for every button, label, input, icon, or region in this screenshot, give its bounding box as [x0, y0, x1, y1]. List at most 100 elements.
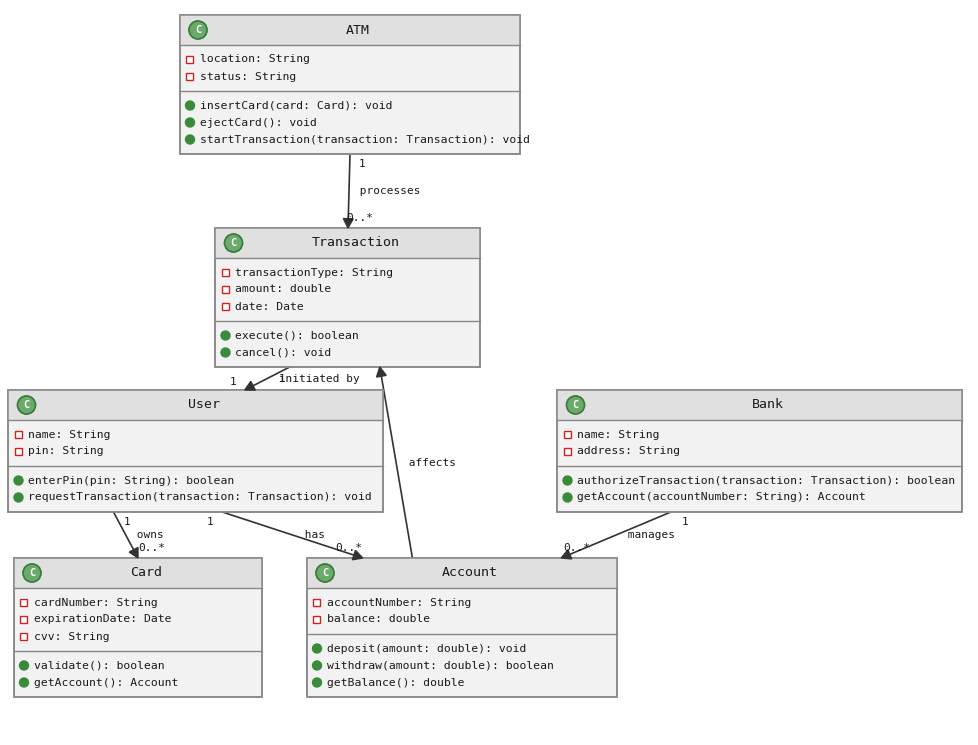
Bar	[15, 448, 22, 455]
Text: address: String: address: String	[577, 446, 680, 457]
Bar	[313, 599, 320, 606]
Circle shape	[189, 21, 206, 39]
Text: date: Date: date: Date	[236, 302, 304, 311]
Bar	[307, 558, 616, 697]
Text: insertCard(card: Card): void: insertCard(card: Card): void	[200, 101, 392, 110]
Bar	[15, 431, 22, 438]
Text: balance: double: balance: double	[327, 615, 429, 624]
Text: C: C	[195, 25, 200, 35]
Text: has: has	[297, 530, 324, 540]
Bar	[187, 73, 194, 80]
Text: 0..*: 0..*	[138, 543, 165, 553]
Text: 1: 1	[229, 377, 236, 387]
Circle shape	[312, 661, 321, 670]
Text: Transaction: Transaction	[312, 236, 400, 250]
Text: Bank: Bank	[751, 399, 783, 411]
Circle shape	[185, 101, 195, 110]
Bar	[180, 15, 519, 154]
Text: affects: affects	[402, 457, 456, 468]
Text: accountNumber: String: accountNumber: String	[327, 597, 470, 607]
Bar	[21, 633, 27, 640]
Text: requestTransaction(transaction: Transaction): void: requestTransaction(transaction: Transact…	[28, 492, 372, 502]
Text: ejectCard(): void: ejectCard(): void	[200, 118, 317, 127]
Bar	[215, 228, 480, 367]
Circle shape	[224, 234, 243, 252]
Bar	[222, 303, 229, 310]
Text: cancel(): void: cancel(): void	[236, 347, 332, 358]
Bar	[215, 228, 480, 367]
Text: startTransaction(transaction: Transaction): void: startTransaction(transaction: Transactio…	[200, 135, 529, 145]
Text: manages: manages	[620, 530, 675, 540]
Text: initiated by: initiated by	[272, 373, 360, 384]
Text: location: String: location: String	[200, 54, 310, 65]
Text: name: String: name: String	[577, 430, 659, 440]
Bar	[180, 15, 519, 154]
Bar	[563, 431, 570, 438]
Circle shape	[20, 678, 28, 687]
Bar	[180, 15, 519, 45]
Text: C: C	[23, 400, 29, 410]
Circle shape	[185, 135, 195, 144]
Text: 1: 1	[206, 517, 213, 527]
Bar	[215, 228, 480, 258]
Polygon shape	[352, 551, 363, 559]
Text: getAccount(accountNumber: String): Account: getAccount(accountNumber: String): Accou…	[577, 492, 866, 502]
Polygon shape	[244, 381, 255, 390]
Bar	[187, 56, 194, 63]
Text: User: User	[188, 399, 220, 411]
Text: validate(): boolean: validate(): boolean	[34, 661, 164, 671]
Text: getBalance(): double: getBalance(): double	[327, 677, 464, 688]
Text: 0..*: 0..*	[346, 213, 374, 223]
Circle shape	[312, 644, 321, 653]
Circle shape	[22, 564, 41, 582]
Bar	[556, 390, 961, 420]
Text: cvv: String: cvv: String	[34, 632, 110, 641]
Text: enterPin(pin: String): boolean: enterPin(pin: String): boolean	[28, 475, 235, 486]
Polygon shape	[560, 550, 571, 559]
Text: pin: String: pin: String	[28, 446, 104, 457]
Circle shape	[221, 331, 230, 340]
Circle shape	[566, 396, 584, 414]
Text: processes: processes	[353, 186, 421, 196]
Bar	[9, 390, 383, 512]
Text: Account: Account	[441, 566, 498, 580]
Text: withdraw(amount: double): boolean: withdraw(amount: double): boolean	[327, 661, 554, 671]
Text: C: C	[230, 238, 237, 248]
Text: C: C	[572, 400, 578, 410]
Bar	[9, 390, 383, 512]
Bar	[14, 558, 262, 588]
Circle shape	[562, 493, 571, 502]
Text: transactionType: String: transactionType: String	[236, 267, 393, 277]
Text: owns: owns	[130, 530, 163, 540]
Bar	[307, 558, 616, 697]
Circle shape	[18, 396, 35, 414]
Polygon shape	[343, 218, 353, 228]
Circle shape	[316, 564, 333, 582]
Bar	[313, 616, 320, 623]
Bar	[21, 616, 27, 623]
Text: 1: 1	[278, 374, 285, 384]
Text: 0..*: 0..*	[334, 543, 362, 553]
Text: 1: 1	[681, 517, 688, 527]
Circle shape	[14, 493, 22, 502]
Text: execute(): boolean: execute(): boolean	[236, 331, 359, 340]
Text: expirationDate: Date: expirationDate: Date	[34, 615, 171, 624]
Text: status: String: status: String	[200, 72, 296, 81]
Text: C: C	[322, 568, 328, 578]
Bar	[9, 390, 383, 420]
Circle shape	[221, 348, 230, 357]
Polygon shape	[377, 367, 386, 377]
Text: ATM: ATM	[345, 24, 370, 37]
Text: C: C	[28, 568, 35, 578]
Text: 1: 1	[358, 159, 365, 169]
Text: 0..*: 0..*	[563, 543, 590, 553]
Bar	[21, 599, 27, 606]
Text: authorizeTransaction(transaction: Transaction): boolean: authorizeTransaction(transaction: Transa…	[577, 475, 955, 486]
Text: 1: 1	[124, 517, 131, 527]
Bar	[14, 558, 262, 697]
Text: deposit(amount: double): void: deposit(amount: double): void	[327, 644, 526, 653]
Polygon shape	[129, 548, 138, 558]
Circle shape	[312, 678, 321, 687]
Bar	[222, 269, 229, 276]
Text: amount: double: amount: double	[236, 285, 332, 294]
